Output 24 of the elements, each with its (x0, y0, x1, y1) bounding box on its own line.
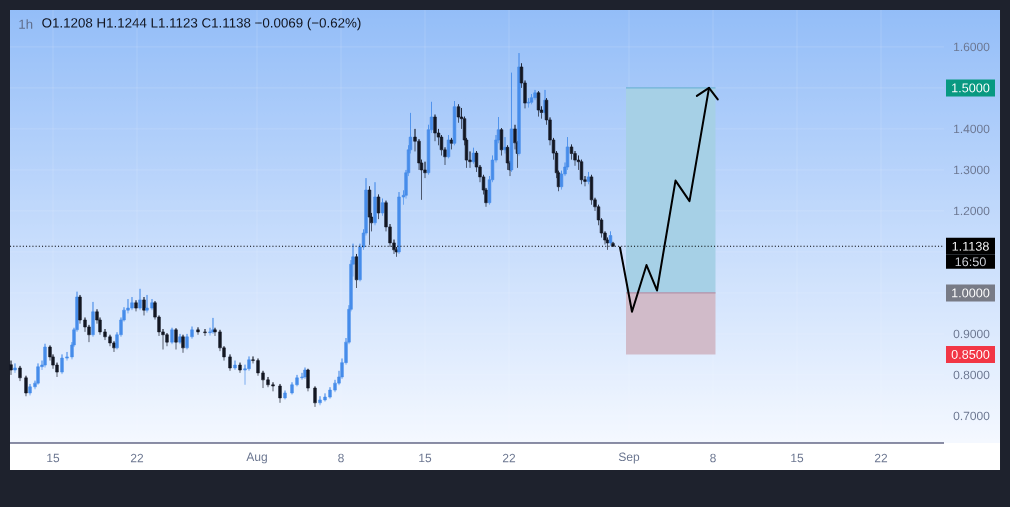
x-tick-label: Aug (246, 452, 267, 464)
ref-line-label: 0.8500 (951, 349, 990, 359)
text: O1.1208 H1.1244 L1.1123 C1.1138 −0.0069 (−0.62%) (42, 17, 361, 31)
y-tick-label: 1.6000 (954, 42, 990, 52)
x-tick-label: 15 (419, 453, 432, 463)
x-tick-label: 22 (874, 453, 888, 463)
x-tick-label: 22 (130, 453, 144, 463)
text: 1h (19, 19, 33, 29)
x-tick-label: Sep (618, 452, 640, 464)
y-tick-label: 0.8000 (953, 370, 990, 380)
x-tick-label: 15 (791, 453, 804, 463)
x-tick-label: 8 (710, 453, 716, 463)
y-tick-label: 0.9000 (953, 329, 990, 339)
y-tick-label: 1.2000 (954, 206, 990, 216)
ref-line-label: 1.0000 (952, 288, 990, 298)
text: 16:50 (955, 257, 986, 267)
x-tick-label: 8 (338, 453, 344, 463)
x-tick-label: 22 (502, 453, 516, 463)
x-tick-label: 15 (47, 453, 60, 463)
y-tick-label: 1.3000 (954, 165, 990, 175)
ref-line-label: 1.1138 (952, 241, 989, 251)
y-tick-label: 1.4000 (954, 124, 990, 134)
ref-line-label: 1.5000 (952, 83, 990, 93)
y-tick-label: 0.7000 (953, 411, 990, 421)
